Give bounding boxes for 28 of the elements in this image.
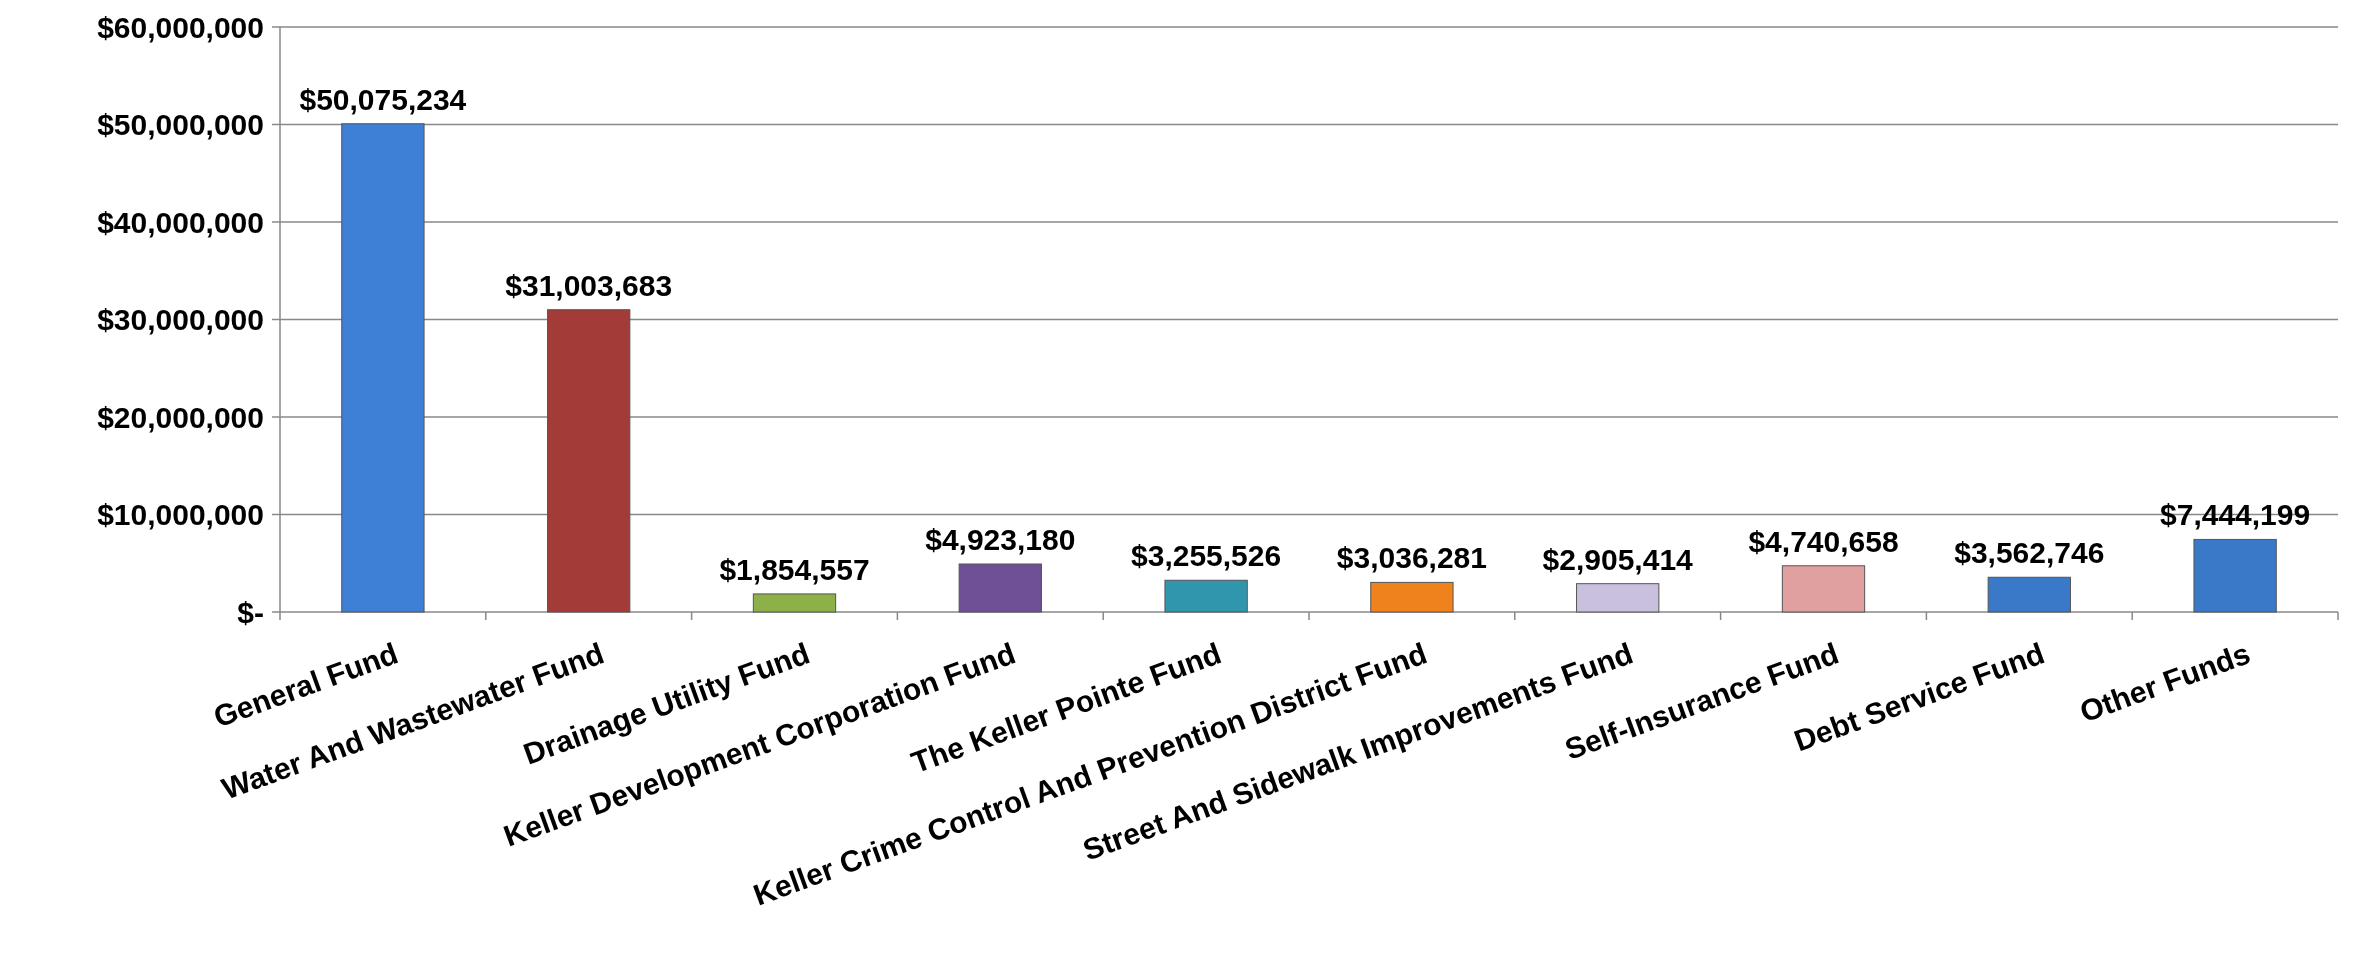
y-tick-label: $10,000,000 [97, 498, 264, 531]
data-label: $31,003,683 [505, 268, 673, 302]
y-tick-label: $30,000,000 [97, 303, 264, 336]
bar [1781, 565, 1866, 613]
y-tick-label: $60,000,000 [97, 10, 264, 44]
bar [2193, 538, 2277, 613]
x-tick-label: Other Funds [2075, 636, 2255, 729]
bar [1987, 576, 2071, 613]
data-label: $4,740,658 [1748, 524, 1899, 558]
bar [1370, 581, 1454, 613]
data-label: $50,075,234 [299, 82, 467, 116]
data-label: $2,905,414 [1542, 542, 1694, 576]
data-label: $3,562,746 [1954, 536, 2105, 570]
bar [1164, 579, 1248, 613]
y-tick-label: $50,000,000 [97, 108, 264, 141]
data-label: $3,036,281 [1336, 541, 1487, 575]
data-label: $3,255,526 [1131, 539, 1282, 573]
data-label: $4,923,180 [925, 523, 1076, 556]
y-tick-label: $40,000,000 [97, 205, 264, 239]
bar [1576, 583, 1660, 613]
bar [341, 123, 425, 613]
bar [958, 563, 1042, 613]
y-tick-label: $- [237, 595, 264, 629]
y-tick-label: $20,000,000 [97, 400, 264, 434]
bar [752, 593, 837, 613]
bar [547, 309, 631, 613]
data-label: $1,854,557 [719, 552, 870, 586]
data-label: $7,444,199 [2160, 498, 2311, 532]
